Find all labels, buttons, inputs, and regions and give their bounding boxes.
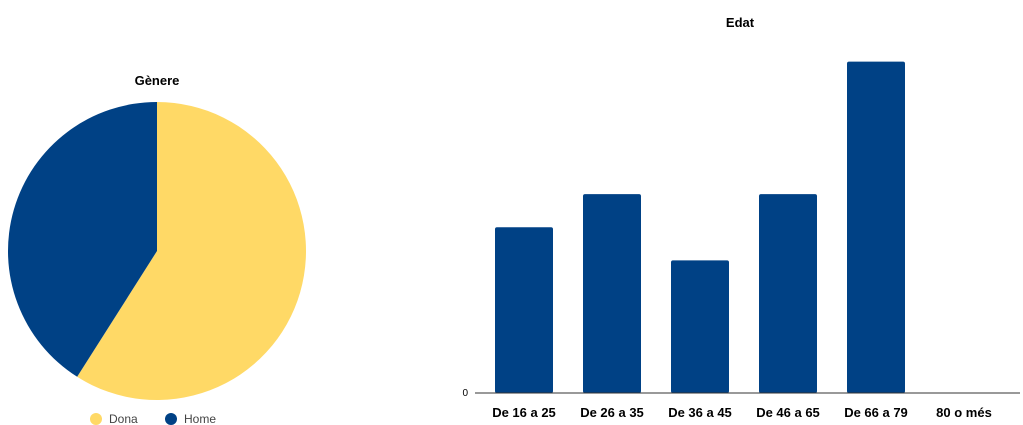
legend-swatch-home [165,413,177,425]
x-tick-label: De 16 a 25 [492,405,556,420]
legend-swatch-dona [90,413,102,425]
pie-slice-dona [77,102,306,400]
y-tick-label: 0 [462,388,468,399]
x-tick-label: De 36 a 45 [668,405,732,420]
gender-pie-chart: Gènere Dona Home [7,73,306,425]
legend-label-home: Home [184,412,216,425]
x-tick-label: De 26 a 35 [580,405,644,420]
age-bar-chart: Edat 0 De 16 a 25 De 26 a 35 De 36 a 45 De … [462,15,1020,420]
bar-4 [847,61,905,393]
legend-label-dona: Dona [109,412,138,425]
x-tick-label: De 46 a 65 [756,405,820,420]
bar-2 [671,260,729,393]
x-tick-label: De 66 a 79 [844,405,908,420]
x-tick-label: 80 o més [936,405,992,420]
bar-1 [583,194,641,393]
bar-3 [759,194,817,393]
pie-chart-title: Gènere [135,73,180,88]
pie-slice-home [7,102,157,377]
bar-chart-title: Edat [726,15,755,30]
bar-0 [495,227,553,393]
